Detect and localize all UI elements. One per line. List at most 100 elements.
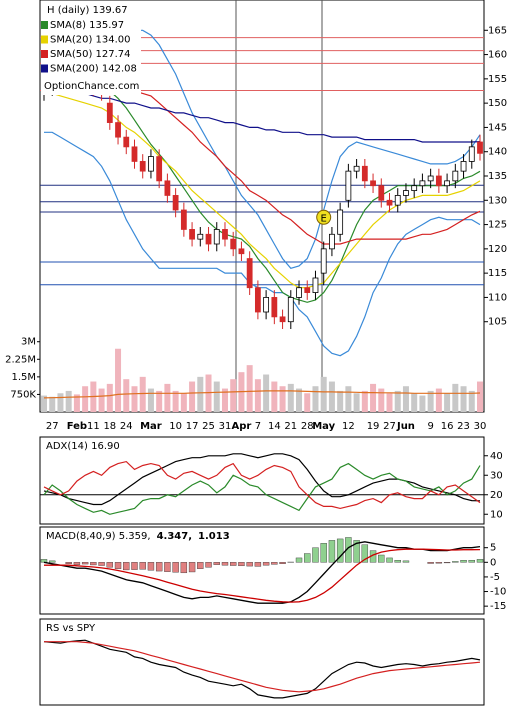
event-label: E <box>321 213 327 224</box>
x-tick-label: Jun <box>396 421 415 432</box>
volume-bar <box>435 388 442 412</box>
volume-bar <box>189 381 196 412</box>
x-tick-label: 21 <box>284 421 297 432</box>
y-tick-label: 30 <box>490 470 503 481</box>
panel-frame <box>39 526 485 615</box>
histogram-bar <box>312 547 319 563</box>
candle-body <box>419 180 426 187</box>
volume-bar <box>98 388 105 412</box>
candle-body <box>205 233 212 245</box>
x-tick-label: 30 <box>474 421 487 432</box>
histogram-bar <box>336 538 344 563</box>
volume-tick-label: 2.25M <box>5 354 36 365</box>
legend-box <box>41 1 141 95</box>
volume-bar <box>402 386 409 412</box>
histogram-bar <box>180 562 188 574</box>
volume-bar <box>131 386 138 412</box>
candle-body <box>304 287 311 293</box>
volume-bar <box>452 383 459 412</box>
histogram-bar <box>402 560 410 563</box>
volume-bar <box>468 390 475 412</box>
volume-bar <box>386 393 393 412</box>
y-tick-label: 150 <box>488 98 507 109</box>
volume-tick-label: 750K <box>10 389 36 400</box>
x-tick-label: 27 <box>383 421 396 432</box>
volume-bar <box>353 393 360 412</box>
candle-body <box>345 170 352 201</box>
candle-body <box>156 156 163 182</box>
volume-bar <box>172 390 179 412</box>
x-tick-label: 17 <box>186 421 199 432</box>
candle-body <box>180 209 187 230</box>
histogram-bar <box>246 562 253 567</box>
y-tick-label: 125 <box>488 220 507 231</box>
volume-bar <box>328 381 335 412</box>
volume-bar <box>57 393 64 412</box>
histogram-bar <box>230 562 237 566</box>
legend-label: SMA(50) 127.74 <box>50 49 131 60</box>
x-tick-label: 24 <box>120 421 133 432</box>
legend-label: SMA(20) 134.00 <box>50 35 131 46</box>
histogram-bar <box>262 562 270 566</box>
histogram-bar <box>238 562 245 567</box>
histogram-bar <box>164 562 171 572</box>
histogram-bar <box>213 562 220 565</box>
x-tick-label: 12 <box>342 421 355 432</box>
histogram-bar <box>304 553 311 563</box>
candle-body <box>394 195 401 206</box>
volume-bar <box>115 348 122 412</box>
histogram-bar <box>361 544 369 563</box>
histogram-bar <box>155 562 163 572</box>
indicator-line <box>43 639 481 699</box>
panel-frame <box>39 0 485 413</box>
candle-body <box>148 156 154 172</box>
panel-title: 1.013 <box>198 531 230 542</box>
candle-body <box>115 122 121 138</box>
candle-body <box>254 287 261 313</box>
candle-body <box>353 165 360 172</box>
candle-body <box>337 209 344 235</box>
indicator-line <box>43 462 481 515</box>
y-tick-label: 140 <box>488 147 507 158</box>
histogram-bar <box>435 562 443 564</box>
candle-body <box>320 248 327 274</box>
histogram-bar <box>353 540 360 563</box>
volume-bar <box>41 395 47 412</box>
indicator-line <box>43 460 481 510</box>
candle-body <box>279 316 286 323</box>
candle-body <box>435 175 442 187</box>
histogram-bar <box>254 562 262 567</box>
legend-swatch <box>41 64 48 73</box>
panel-title: RS vs SPY <box>46 623 96 634</box>
panel-title: MACD(8,40,9) 5.359, <box>46 531 151 542</box>
volume-bar <box>164 383 171 412</box>
panel-title: ADX(14) 16.90 <box>46 441 120 452</box>
volume-bar <box>49 396 56 412</box>
moving-average <box>44 92 481 289</box>
volume-bar <box>312 386 319 412</box>
candle-body <box>238 248 245 255</box>
x-tick-label: 28 <box>301 421 314 432</box>
volume-bar <box>296 388 303 412</box>
candle-body <box>452 170 459 182</box>
candle-body <box>131 146 138 162</box>
candle-body <box>189 229 195 240</box>
x-tick-label: 14 <box>268 421 281 432</box>
volume-tick-label: 1.5M <box>11 372 36 383</box>
x-tick-label: 18 <box>103 421 116 432</box>
macd-line <box>44 548 481 603</box>
candle-body <box>213 229 220 245</box>
x-tick-label: Feb <box>67 421 87 432</box>
volume-bar <box>139 376 146 412</box>
y-tick-label: 160 <box>488 50 507 61</box>
x-tick-label: Mar <box>140 421 162 432</box>
y-tick-label: 110 <box>488 292 507 303</box>
y-tick-label: -5 <box>490 572 500 583</box>
volume-bar <box>271 381 278 412</box>
volume-bar <box>123 379 130 412</box>
indicator-line <box>44 641 481 693</box>
y-tick-label: -15 <box>490 601 506 612</box>
volume-bar <box>82 386 89 412</box>
y-tick-label: 155 <box>488 74 507 85</box>
legend-swatch <box>41 35 48 44</box>
